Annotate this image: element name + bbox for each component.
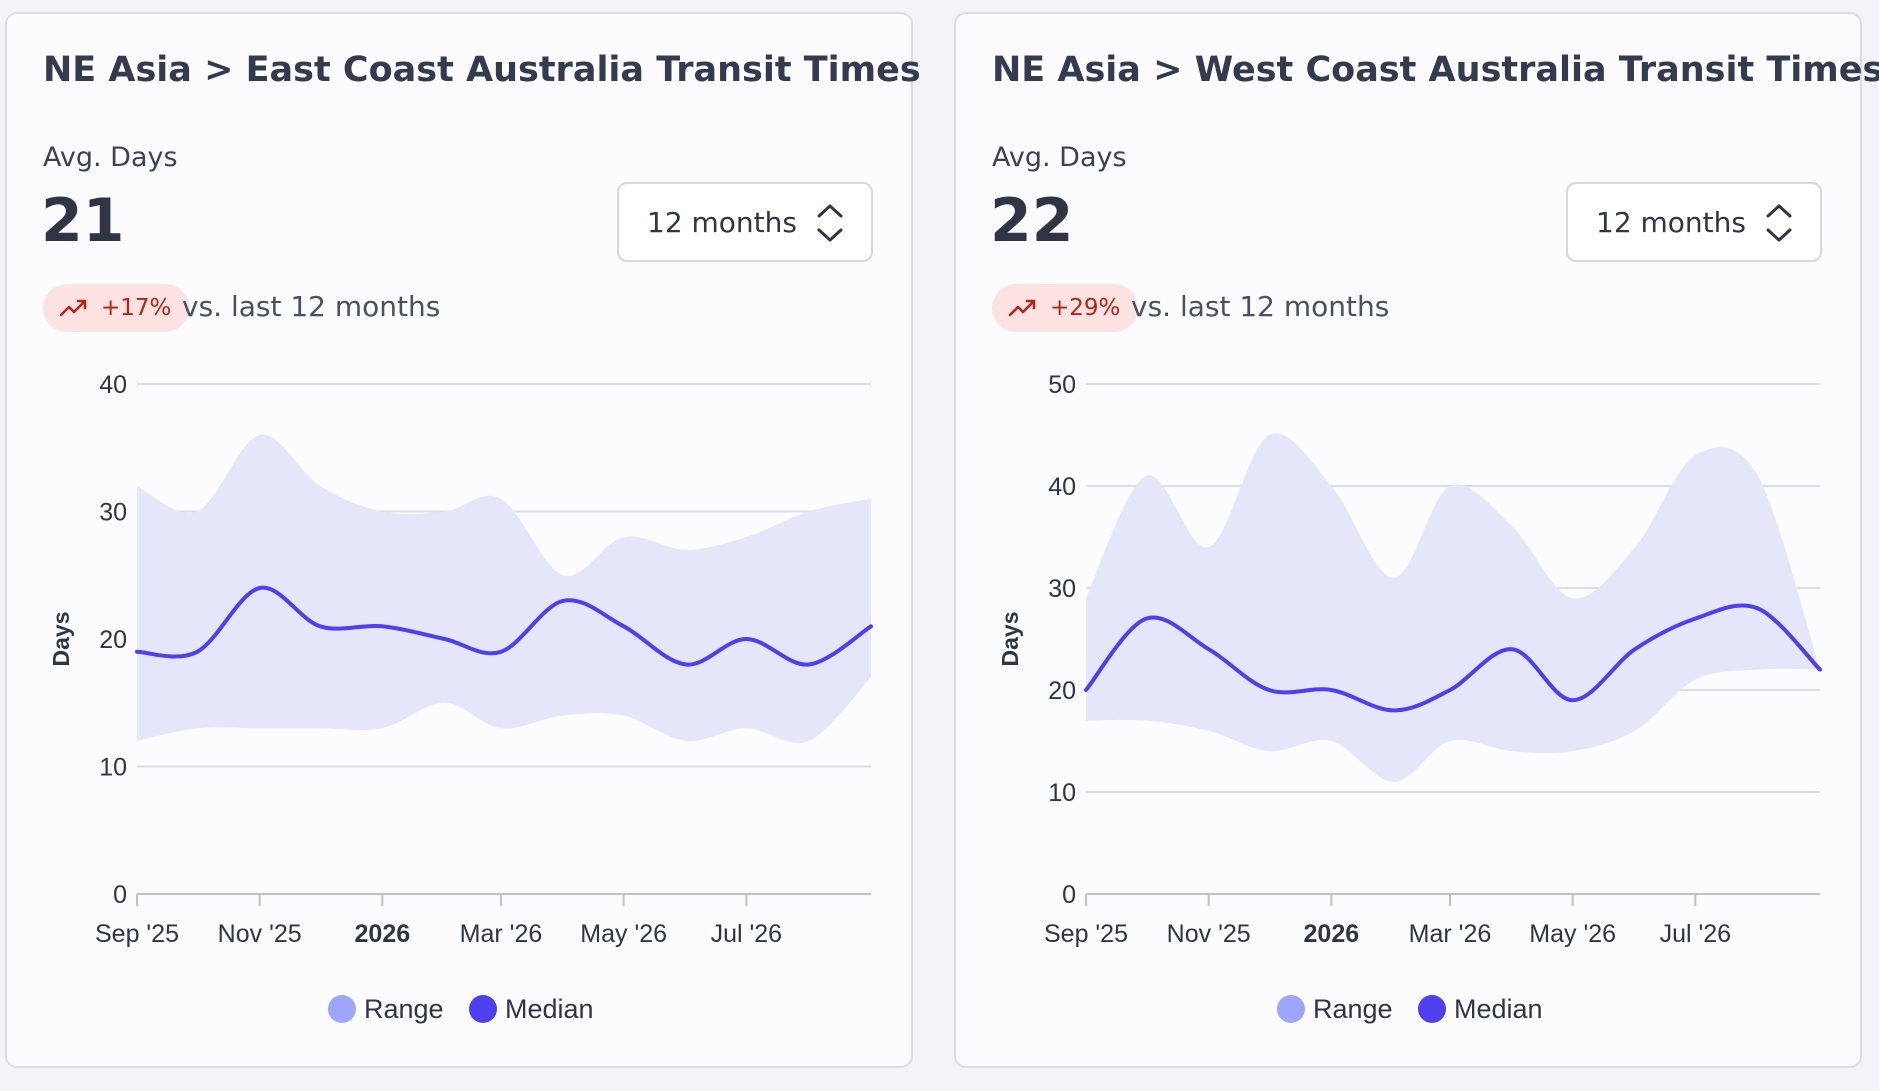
range-band <box>137 434 871 744</box>
x-tick-label: Sep '25 <box>95 920 179 948</box>
x-tick-label: Jul '26 <box>1660 920 1731 948</box>
legend-swatch-range <box>328 995 356 1023</box>
chevron-up-down-icon <box>1766 204 1792 242</box>
legend-label: Median <box>505 994 594 1024</box>
legend-swatch-median <box>469 995 497 1023</box>
legend-label: Range <box>1313 994 1393 1024</box>
legend-label: Median <box>1454 994 1543 1024</box>
period-select-value: 12 months <box>1596 205 1746 239</box>
y-tick-label: 10 <box>1048 779 1076 807</box>
period-select[interactable]: 12 months <box>1566 182 1822 262</box>
transit-card-west: NE Asia > West Coast Australia Transit T… <box>954 12 1879 1068</box>
x-tick-label: 2026 <box>355 920 411 948</box>
transit-chart: 0 10 20 30 40 50 Days Sep '25 Nov '25 2026 Mar '26… <box>997 371 1822 1024</box>
delta-badge: +17% <box>43 284 190 332</box>
x-tick-label: Mar '26 <box>1409 920 1492 948</box>
x-tick-label: 2026 <box>1304 920 1360 948</box>
card-title: NE Asia > West Coast Australia Transit T… <box>992 50 1879 90</box>
delta-comparison: vs. last 12 months <box>1131 290 1390 323</box>
y-tick-label: 20 <box>99 626 127 654</box>
x-tick-label: Nov '25 <box>1167 920 1251 948</box>
x-tick-label: Sep '25 <box>1044 920 1128 948</box>
trending-up-icon <box>59 299 87 317</box>
y-tick-label: 0 <box>1062 881 1076 909</box>
chevron-up-down-icon <box>817 204 843 242</box>
y-tick-label: 50 <box>1048 371 1076 399</box>
x-tick-label: May '26 <box>1529 920 1616 948</box>
y-tick-label: 0 <box>113 881 127 909</box>
delta-value: +17% <box>101 295 172 321</box>
kpi-label: Avg. Days <box>43 142 178 173</box>
legend-swatch-range <box>1277 995 1305 1023</box>
y-tick-label: 20 <box>1048 677 1076 705</box>
period-select-value: 12 months <box>647 205 797 239</box>
x-tick-label: Jul '26 <box>711 920 782 948</box>
kpi-value: 21 <box>41 186 125 256</box>
delta-value: +29% <box>1050 295 1121 321</box>
y-tick-label: 10 <box>99 754 127 782</box>
kpi-label: Avg. Days <box>992 142 1127 173</box>
x-tick-label: Mar '26 <box>460 920 543 948</box>
card-title: NE Asia > East Coast Australia Transit T… <box>43 50 921 90</box>
y-tick-label: 30 <box>99 499 127 527</box>
y-axis-title: Days <box>48 612 74 667</box>
delta-comparison: vs. last 12 months <box>182 290 441 323</box>
y-tick-label: 40 <box>1048 473 1076 501</box>
period-select[interactable]: 12 months <box>617 182 873 262</box>
delta-badge: +29% <box>992 284 1139 332</box>
x-tick-label: May '26 <box>580 920 667 948</box>
legend-swatch-median <box>1418 995 1446 1023</box>
y-tick-label: 30 <box>1048 575 1076 603</box>
trending-up-icon <box>1008 299 1036 317</box>
x-tick-label: Nov '25 <box>218 920 302 948</box>
transit-chart: 0 10 20 30 40 Days Sep '25 Nov '25 2026 Mar '26 Ma… <box>48 371 873 1024</box>
legend-label: Range <box>364 994 444 1024</box>
transit-card-east: NE Asia > East Coast Australia Transit T… <box>5 12 921 1068</box>
range-band <box>1086 433 1820 782</box>
kpi-value: 22 <box>990 186 1074 256</box>
y-axis-title: Days <box>997 612 1023 667</box>
y-tick-label: 40 <box>99 371 127 399</box>
